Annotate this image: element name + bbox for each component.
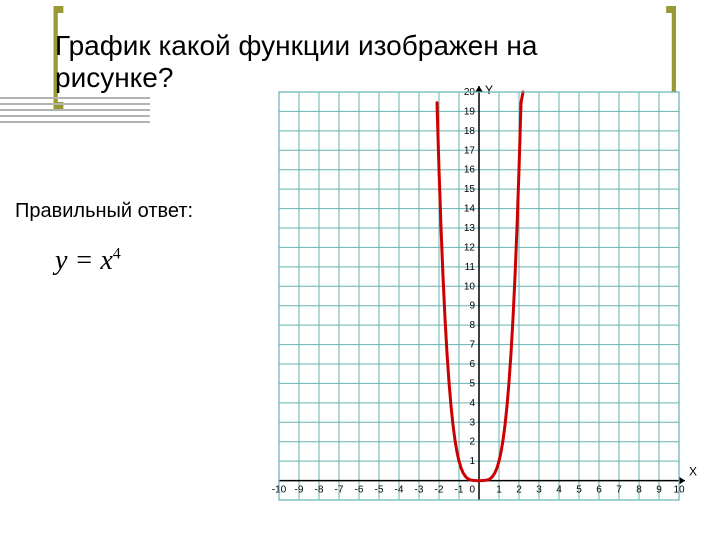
decor-lines	[0, 97, 150, 127]
x-axis-arrow	[679, 477, 685, 485]
y-tick-label: 19	[464, 106, 476, 117]
y-tick-label: 13	[464, 223, 476, 234]
formula-rhs-base: x	[100, 245, 112, 276]
x-tick-label: -4	[395, 485, 404, 496]
y-tick-label: 14	[464, 204, 476, 215]
x-tick-label: -8	[315, 485, 324, 496]
answer-label: Правильный ответ:	[15, 200, 193, 223]
chart: -10-9-8-7-6-5-4-3-2-11234567891012345678…	[259, 82, 699, 522]
y-tick-label: 12	[464, 242, 476, 253]
y-tick-label: 6	[469, 359, 475, 370]
x-axis-label: X	[689, 465, 697, 479]
x-tick-label: 7	[616, 485, 622, 496]
x-tick-label: -1	[455, 485, 464, 496]
formula-rhs-exp: 4	[113, 246, 121, 263]
y-tick-label: 3	[469, 417, 475, 428]
y-tick-label: 1	[469, 456, 475, 467]
x-tick-label: 3	[536, 485, 542, 496]
y-tick-label: 11	[465, 262, 476, 273]
x-tick-label: -3	[415, 485, 424, 496]
y-tick-label: 2	[469, 437, 475, 448]
y-tick-label: 7	[469, 340, 475, 351]
x-tick-label: 5	[576, 485, 582, 496]
y-axis-label: Y	[485, 83, 493, 97]
y-tick-label: 10	[464, 281, 476, 292]
x-tick-label: 9	[656, 485, 662, 496]
formula-eq: =	[67, 245, 100, 276]
x-tick-label: -6	[355, 485, 364, 496]
chart-svg: -10-9-8-7-6-5-4-3-2-11234567891012345678…	[259, 82, 699, 522]
x-tick-label: 6	[596, 485, 602, 496]
y-tick-label: 9	[469, 301, 475, 312]
y-tick-label: 16	[464, 165, 476, 176]
y-tick-label: 8	[469, 320, 475, 331]
x-tick-label: -7	[335, 485, 344, 496]
y-tick-label: 5	[469, 378, 475, 389]
x-tick-label: 2	[516, 485, 522, 496]
x-tick-label: 8	[636, 485, 642, 496]
y-tick-label: 15	[464, 184, 476, 195]
y-tick-label: 18	[464, 126, 476, 137]
x-tick-label: -5	[375, 485, 384, 496]
x-tick-label: -9	[295, 485, 304, 496]
x-tick-label: -2	[435, 485, 444, 496]
formula-lhs: y	[55, 245, 67, 276]
y-tick-label: 17	[464, 145, 476, 156]
y-tick-label: 4	[469, 398, 475, 409]
x-tick-label: 4	[556, 485, 562, 496]
y-axis-arrow	[475, 86, 483, 92]
origin-label: 0	[469, 485, 475, 496]
x-tick-label: 1	[496, 485, 502, 496]
formula: y = x4	[55, 245, 121, 277]
